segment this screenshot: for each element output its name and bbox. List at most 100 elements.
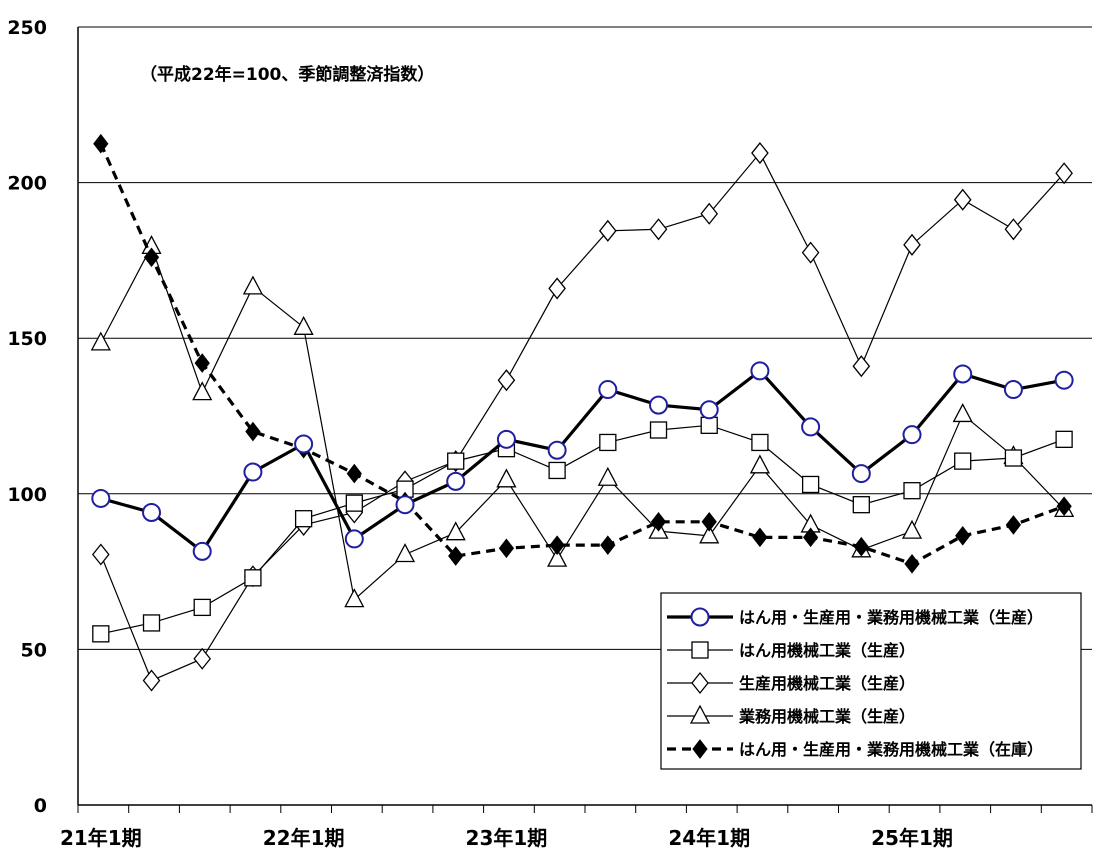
legend-label: はん用・生産用・業務用機械工業（生産） (739, 608, 1043, 627)
data-point (752, 527, 768, 548)
data-point (293, 315, 314, 335)
data-point (93, 133, 109, 154)
y-tick-label: 100 (7, 484, 47, 506)
data-point (953, 364, 973, 384)
data-point (91, 488, 111, 508)
x-tick-label: 25年1期 (871, 826, 953, 850)
y-tick-label: 0 (34, 795, 47, 817)
series-5 (93, 133, 1072, 574)
data-point (549, 535, 565, 555)
data-point (802, 527, 819, 548)
data-point (192, 381, 213, 401)
x-tick-label: 22年1期 (263, 826, 345, 850)
data-point (448, 546, 464, 566)
data-point (853, 536, 869, 557)
data-point (904, 554, 920, 574)
x-tick-label: 24年1期 (668, 826, 750, 850)
legend: はん用・生産用・業務用機械工業（生産） はん用機械工業（生産） 生産用機械工業（生産… (660, 592, 1082, 770)
data-point (548, 461, 566, 480)
y-tick-label: 50 (21, 639, 47, 661)
y-tick-label: 200 (7, 173, 47, 195)
data-point (344, 529, 364, 549)
data-point (1054, 370, 1074, 390)
series-line (100, 368, 1065, 554)
data-point (903, 233, 921, 256)
data-point (294, 434, 314, 454)
data-point (344, 588, 365, 608)
y-tick-label: 250 (7, 17, 47, 39)
data-point (142, 614, 161, 632)
data-point (699, 524, 720, 544)
data-point (1003, 380, 1023, 400)
chart-annotation: （平成22年=100、季節調整済指数） (140, 64, 434, 85)
data-point (498, 538, 515, 559)
data-point (142, 502, 162, 522)
data-point (599, 433, 617, 452)
data-point (496, 429, 516, 449)
data-point (1004, 449, 1023, 467)
data-point (547, 440, 567, 460)
data-point (954, 452, 972, 470)
data-point (547, 547, 568, 567)
series-2 (92, 416, 1073, 643)
legend-item: 生産用機械工業（生産） (667, 671, 915, 695)
data-point (1056, 496, 1072, 517)
legend-label: 業務用機械工業（生産） (738, 707, 915, 726)
data-point (243, 462, 263, 482)
legend-swatch-marker (691, 641, 709, 659)
x-tick-label: 21年1期 (60, 826, 142, 850)
data-point (952, 403, 973, 423)
data-point (1004, 218, 1023, 241)
data-point (91, 543, 110, 566)
data-point (548, 277, 566, 300)
data-point (955, 525, 971, 546)
data-point (193, 647, 212, 670)
data-point (345, 494, 363, 512)
data-point (142, 669, 161, 692)
data-point (1055, 162, 1073, 185)
legend-label: はん用機械工業（生産） (739, 641, 915, 660)
data-point (649, 421, 668, 439)
data-point (750, 361, 770, 381)
legend-item: 業務用機械工業（生産） (667, 704, 915, 726)
data-point (496, 468, 517, 488)
legend-item: はん用機械工業（生産） (667, 641, 915, 660)
data-point (447, 452, 465, 470)
legend-swatch-marker (692, 739, 708, 759)
data-point (801, 241, 820, 264)
data-point (242, 275, 263, 295)
data-point (294, 510, 313, 528)
data-point (1055, 430, 1073, 448)
data-point (598, 380, 618, 400)
legend-item: はん用・生産用・業務用機械工業（在庫） (667, 739, 1043, 759)
data-point (192, 541, 212, 561)
data-point (953, 188, 972, 211)
data-point (649, 395, 669, 415)
legend-item: はん用・生産用・業務用機械工業（生産） (667, 607, 1043, 627)
data-point (497, 369, 516, 392)
data-point (600, 535, 616, 555)
axes: 0 50 100 150 200 250 21年1期 22年1期 23年1期 24年1期 25年1期 (7, 17, 1093, 850)
data-point (597, 466, 618, 486)
data-point (751, 141, 769, 165)
data-point (902, 425, 922, 445)
data-point (346, 463, 362, 484)
data-point (699, 400, 719, 420)
data-point (650, 511, 667, 532)
data-point (901, 519, 923, 539)
data-point (395, 495, 415, 515)
series-line (99, 143, 1065, 566)
data-point (852, 355, 871, 378)
legend-label: 生産用機械工業（生産） (739, 674, 915, 693)
data-point (700, 416, 718, 434)
data-point (749, 454, 770, 474)
data-point (193, 598, 211, 617)
data-point (1005, 515, 1022, 535)
legend-swatch-marker (690, 607, 710, 627)
series-layer (90, 133, 1075, 692)
data-point (851, 464, 871, 484)
data-point (445, 521, 466, 541)
data-point (751, 433, 769, 452)
gridlines (78, 26, 1092, 650)
